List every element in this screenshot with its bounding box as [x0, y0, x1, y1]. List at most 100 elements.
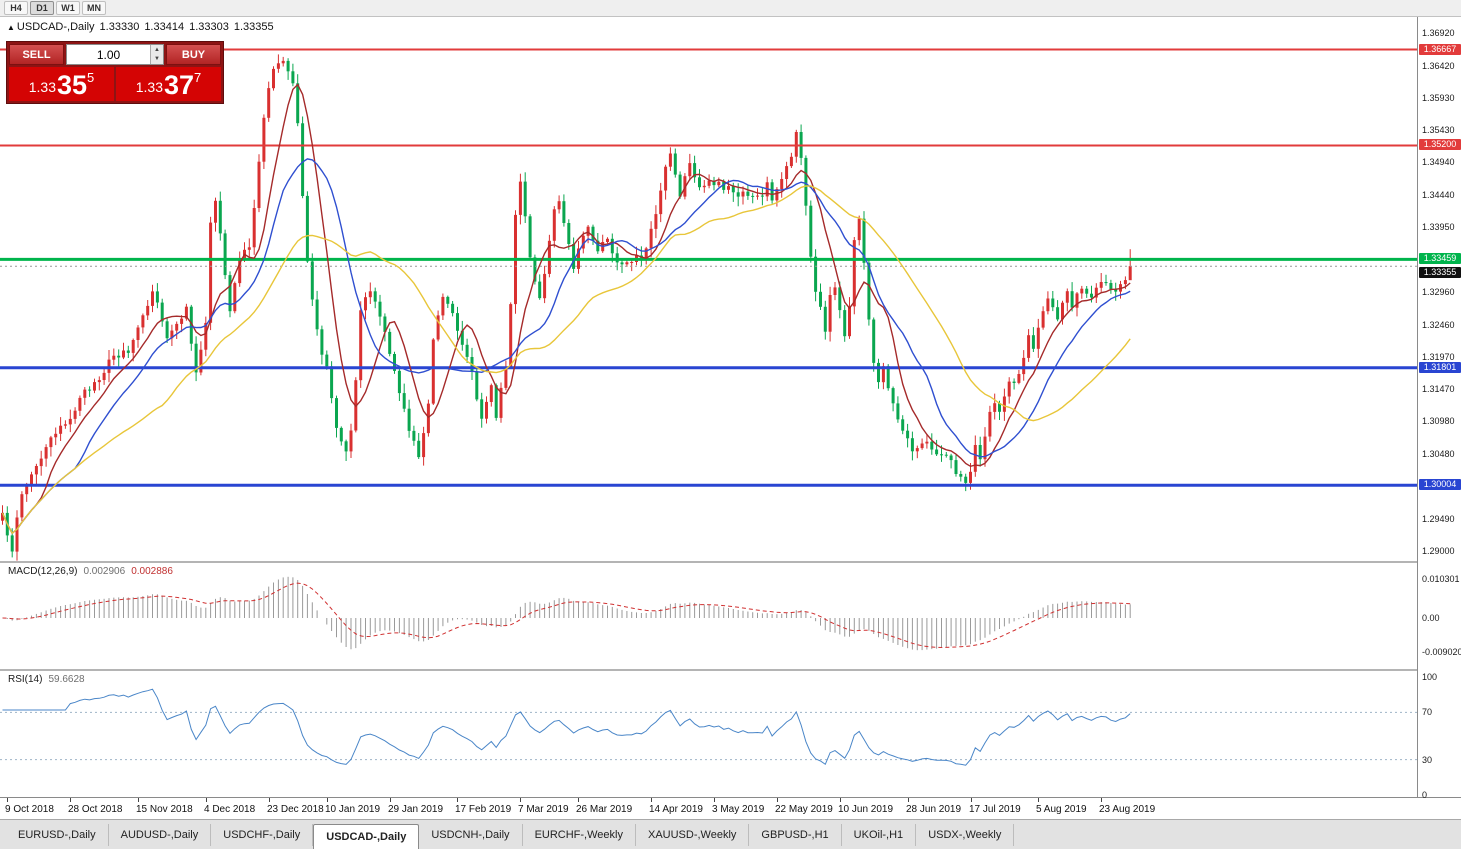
timeframe-toolbar: H4 D1 W1 MN [0, 0, 1461, 17]
chart-tab-eurchf[interactable]: EURCHF-,Weekly [523, 824, 636, 846]
panel-splitter[interactable] [0, 669, 1461, 671]
volume-up-button[interactable]: ▲ [151, 45, 163, 55]
date-axis[interactable]: 9 Oct 2018 28 Oct 2018 15 Nov 2018 4 Dec 20… [0, 797, 1461, 819]
timeframe-button-w1[interactable]: W1 [56, 1, 80, 15]
one-click-trading-panel: SELL 1.00 ▲ ▼ BUY 1.33 35 5 1.33 37 7 [6, 41, 224, 104]
date-tick [269, 798, 270, 802]
date-tick [327, 798, 328, 802]
chart-tab-gbpusd[interactable]: GBPUSD-,H1 [749, 824, 842, 846]
date-tick [1101, 798, 1102, 802]
price-chart-panel[interactable]: ▲ USDCAD-,Daily 1.33330 1.33414 1.33303 1.333… [0, 17, 1417, 561]
date-tick [457, 798, 458, 802]
timeframe-button-mn[interactable]: MN [82, 1, 106, 15]
buy-price-prefix: 1.33 [135, 79, 163, 95]
price-tick-label: 1.35930 [1422, 93, 1455, 103]
price-tick-label: 1.31470 [1422, 384, 1455, 394]
macd-axis-label: -0.009020 [1422, 647, 1461, 657]
rsi-axis-label: 30 [1422, 755, 1433, 765]
chart-tab-audusd[interactable]: AUDUSD-,Daily [109, 824, 212, 846]
volume-value[interactable]: 1.00 [96, 47, 121, 62]
macd-panel[interactable]: MACD(12,26,9) 0.002906 0.002886 [0, 563, 1417, 669]
rsi-axis-label: 70 [1422, 707, 1433, 717]
date-tick [840, 798, 841, 802]
price-tick-label: 1.34940 [1422, 157, 1455, 167]
sell-price-big: 35 [56, 70, 88, 100]
macd-main-value: 0.002906 [83, 566, 126, 577]
line-price-label: 1.33459 [1419, 253, 1461, 264]
volume-input[interactable]: 1.00 ▲ ▼ [66, 44, 164, 65]
timeframe-button-d1[interactable]: D1 [30, 1, 54, 15]
date-tick [7, 798, 8, 802]
sell-price-pip: 5 [87, 70, 95, 85]
rsi-line [2, 688, 1131, 766]
date-label: 10 Jun 2019 [838, 804, 894, 815]
date-label: 17 Jul 2019 [969, 804, 1021, 815]
date-label: 28 Jun 2019 [906, 804, 962, 815]
price-tick-label: 1.29000 [1422, 546, 1455, 556]
timeframe-button-h4[interactable]: H4 [4, 1, 28, 15]
price-tick-label: 1.30480 [1422, 449, 1455, 459]
moving-average-34 [1, 185, 1131, 535]
ohlc-close: 1.33355 [233, 21, 274, 33]
sell-price-display[interactable]: 1.33 35 5 [9, 67, 114, 101]
rsi-chart [0, 688, 1417, 766]
chart-tab-usdcad[interactable]: USDCAD-,Daily [313, 824, 420, 849]
ohlc-open: 1.33330 [99, 21, 140, 33]
rsi-label: RSI(14) 59.6628 [8, 674, 85, 685]
price-tick-label: 1.31970 [1422, 352, 1455, 362]
date-label: 9 Oct 2018 [5, 804, 54, 815]
macd-signal-value: 0.002886 [131, 566, 173, 577]
price-tick-label: 1.32460 [1422, 320, 1455, 330]
date-tick [138, 798, 139, 802]
date-tick [714, 798, 715, 802]
macd-axis-label: 0.00 [1422, 613, 1440, 623]
chart-title: ▲ USDCAD-,Daily 1.33330 1.33414 1.33303 1.333… [7, 21, 279, 33]
date-label: 10 Jan 2019 [325, 804, 381, 815]
chart-tab-usdx[interactable]: USDX-,Weekly [916, 824, 1015, 846]
macd-histogram [6, 576, 1131, 651]
price-tick-label: 1.33950 [1422, 222, 1455, 232]
volume-down-button[interactable]: ▼ [151, 54, 163, 64]
panel-splitter[interactable] [0, 561, 1461, 563]
candlestick-chart[interactable] [0, 17, 1417, 561]
rsi-title: RSI(14) [8, 674, 43, 685]
chart-tabs-bar: EURUSD-,Daily AUDUSD-,Daily USDCHF-,Daily U… [0, 819, 1461, 849]
line-price-label: 1.36667 [1419, 44, 1461, 55]
chart-tab-usdchf[interactable]: USDCHF-,Daily [211, 824, 314, 846]
price-tick-label: 1.36420 [1422, 61, 1455, 71]
price-tick-label: 1.34440 [1422, 190, 1455, 200]
date-tick [578, 798, 579, 802]
rsi-axis-label: 100 [1422, 672, 1438, 682]
date-label: 5 Aug 2019 [1036, 804, 1087, 815]
date-tick [1038, 798, 1039, 802]
sell-price-prefix: 1.33 [28, 79, 56, 95]
date-tick [70, 798, 71, 802]
buy-price-pip: 7 [194, 70, 202, 85]
date-label: 26 Mar 2019 [576, 804, 633, 815]
chart-tab-ukoil[interactable]: UKOil-,H1 [842, 824, 917, 846]
buy-price-display[interactable]: 1.33 37 7 [116, 67, 221, 101]
sell-button[interactable]: SELL [9, 44, 64, 65]
date-label: 17 Feb 2019 [455, 804, 512, 815]
date-label: 29 Jan 2019 [388, 804, 444, 815]
price-axis[interactable]: 1.36920 1.36420 1.35930 1.35430 1.34940 1.344… [1417, 17, 1461, 800]
rsi-panel[interactable]: RSI(14) 59.6628 [0, 671, 1417, 797]
date-tick [651, 798, 652, 802]
moving-average-8 [1, 83, 1131, 535]
date-tick [206, 798, 207, 802]
line-price-label: 1.30004 [1419, 479, 1461, 490]
price-tick-label: 1.36920 [1422, 28, 1455, 38]
chart-tab-usdcnh[interactable]: USDCNH-,Daily [419, 824, 523, 846]
ohlc-high: 1.33414 [144, 21, 185, 33]
price-tick-label: 1.32960 [1422, 287, 1455, 297]
date-tick [520, 798, 521, 802]
chart-tab-eurusd[interactable]: EURUSD-,Daily [6, 824, 109, 846]
date-label: 14 Apr 2019 [649, 804, 703, 815]
tick-direction-icon: ▲ [7, 23, 15, 32]
macd-title: MACD(12,26,9) [8, 566, 78, 577]
buy-button[interactable]: BUY [166, 44, 221, 65]
chart-tab-xauusd[interactable]: XAUUSD-,Weekly [636, 824, 750, 846]
macd-axis-label: 0.010301 [1422, 574, 1460, 584]
date-label: 23 Aug 2019 [1099, 804, 1156, 815]
